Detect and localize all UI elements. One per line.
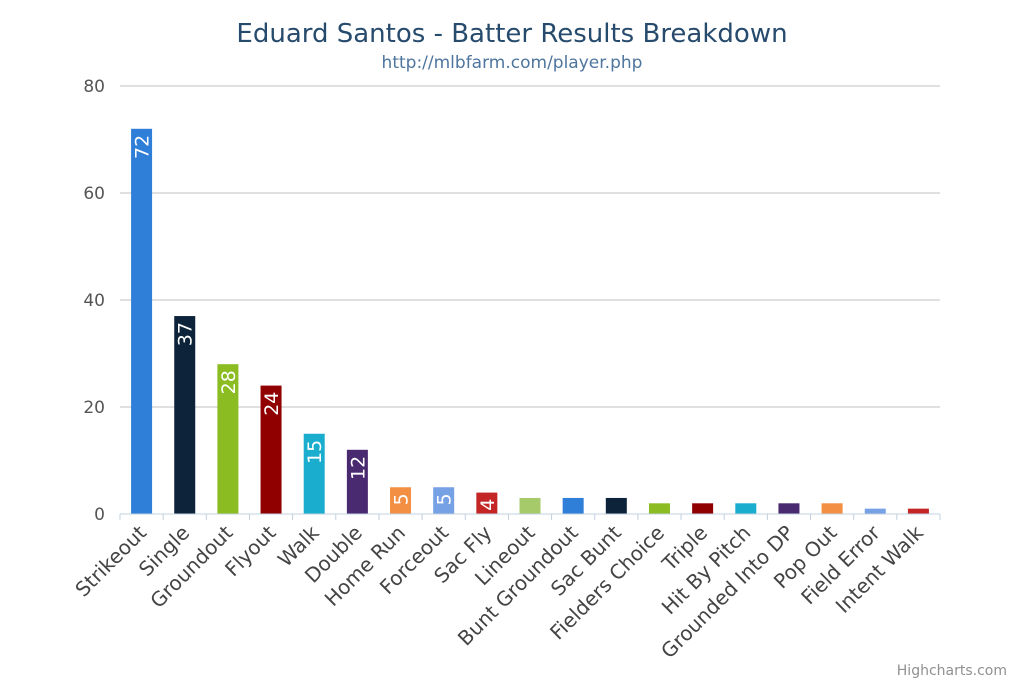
data-label: 15 <box>304 440 326 464</box>
credits-link[interactable]: Highcharts.com <box>897 663 1007 679</box>
bar[interactable] <box>778 503 800 514</box>
bar[interactable] <box>864 508 886 514</box>
bar[interactable] <box>735 503 757 514</box>
bar[interactable] <box>131 128 153 515</box>
bar[interactable] <box>907 508 929 514</box>
bar[interactable] <box>476 492 498 514</box>
data-label: 24 <box>261 392 283 416</box>
bar[interactable] <box>692 503 714 514</box>
bar[interactable] <box>519 497 541 514</box>
y-tick-label: 0 <box>94 505 105 525</box>
bar[interactable] <box>390 487 412 514</box>
y-tick-label: 40 <box>83 291 105 311</box>
y-axis-ticks: 0 20 40 60 80 <box>83 77 105 525</box>
data-label: 5 <box>391 493 413 505</box>
x-axis <box>119 513 941 520</box>
bar[interactable] <box>821 503 843 514</box>
bar[interactable] <box>260 385 282 514</box>
data-label: 28 <box>218 370 240 394</box>
gridlines <box>120 85 940 408</box>
bar[interactable] <box>303 433 325 514</box>
bars <box>131 128 929 515</box>
bar[interactable] <box>217 364 239 514</box>
x-axis-ticks: StrikeoutSingleGroundoutFlyoutWalkDouble… <box>70 520 928 663</box>
data-label: 5 <box>434 493 456 505</box>
data-labels: 72 37 28 24 15 12 5 5 4 <box>132 135 499 511</box>
chart-subtitle[interactable]: http://mlbfarm.com/player.php <box>382 53 643 73</box>
chart-title: Eduard Santos - Batter Results Breakdown <box>236 19 787 49</box>
bar[interactable] <box>346 449 368 514</box>
bar[interactable] <box>174 316 196 514</box>
y-tick-label: 20 <box>83 398 105 418</box>
bar[interactable] <box>562 497 584 514</box>
bar[interactable] <box>605 497 627 514</box>
data-label: 72 <box>132 135 154 159</box>
bar[interactable] <box>433 487 455 514</box>
data-label: 37 <box>175 322 197 346</box>
bar[interactable] <box>648 503 670 514</box>
data-label: 4 <box>477 499 499 511</box>
y-tick-label: 80 <box>83 77 105 97</box>
data-label: 12 <box>347 456 369 480</box>
y-tick-label: 60 <box>83 184 105 204</box>
